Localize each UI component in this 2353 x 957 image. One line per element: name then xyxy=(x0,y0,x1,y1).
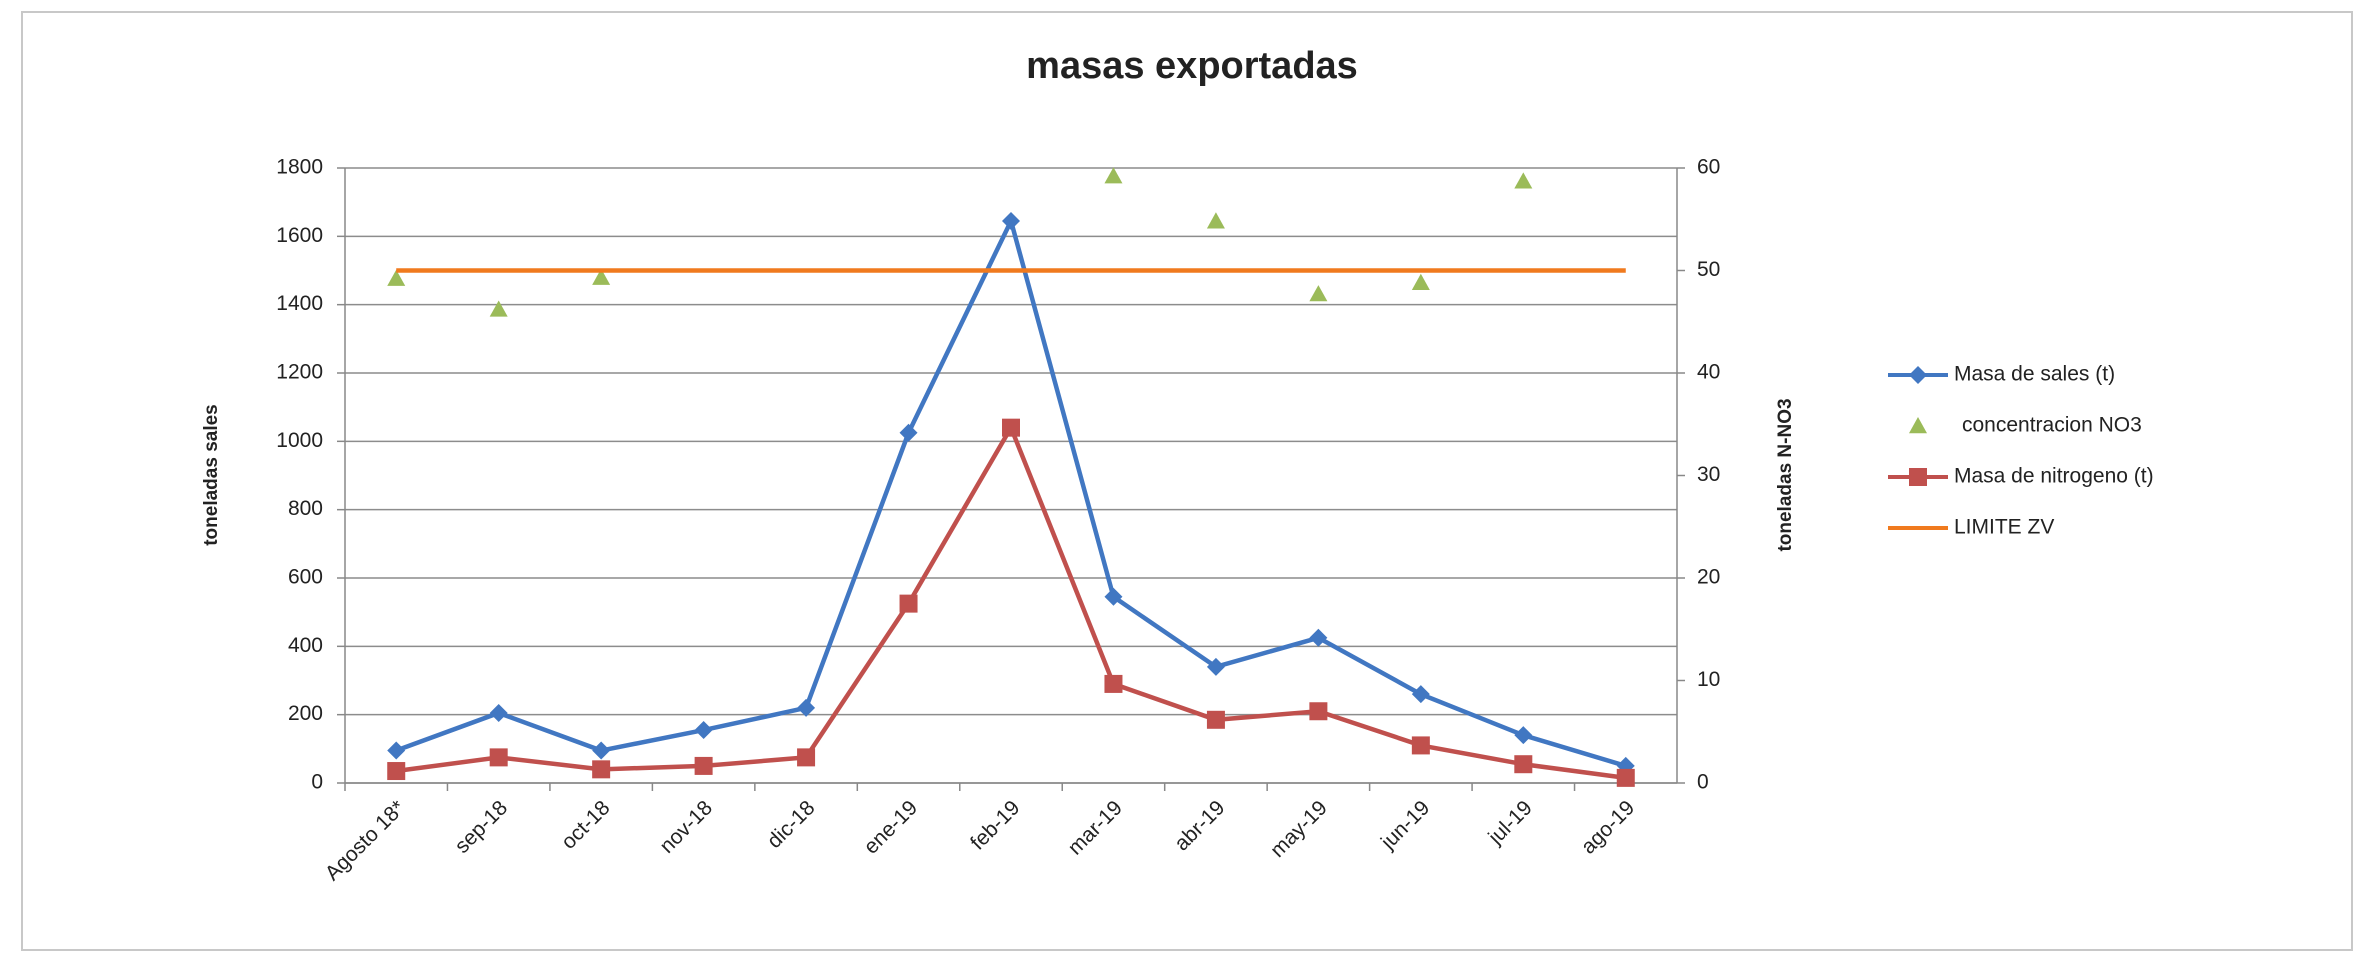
data-point xyxy=(592,741,611,760)
data-point xyxy=(1616,768,1635,787)
y-tick-label: 0 xyxy=(311,771,323,794)
data-point xyxy=(1411,736,1430,755)
legend-label: LIMITE ZV xyxy=(1954,516,2054,539)
legend-label: Masa de nitrogeno (t) xyxy=(1954,465,2154,488)
data-point xyxy=(1002,418,1020,437)
y-axis-title: toneladas sales xyxy=(201,404,222,546)
data-point xyxy=(1206,657,1225,676)
data-point xyxy=(387,762,406,781)
legend-label: Masa de sales (t) xyxy=(1954,363,2115,386)
data-point xyxy=(592,268,611,285)
y2-tick-label: 0 xyxy=(1697,771,1709,794)
y2-tick-label: 10 xyxy=(1697,668,1720,691)
data-point xyxy=(1514,726,1533,745)
legend-label: concentracion NO3 xyxy=(1962,414,2142,437)
y-tick-label: 600 xyxy=(288,566,323,589)
data-point xyxy=(1309,702,1328,721)
legend-marker xyxy=(1909,417,1927,434)
data-point xyxy=(1002,211,1020,230)
data-point xyxy=(1104,167,1123,184)
y2-axis-title: toneladas N-NO3 xyxy=(1775,398,1796,551)
y-tick-label: 1400 xyxy=(276,292,323,315)
data-point xyxy=(489,748,508,767)
data-point xyxy=(694,756,713,775)
legend-marker xyxy=(1909,468,1927,486)
y-tick-label: 1800 xyxy=(276,156,323,179)
y-tick-label: 1200 xyxy=(276,361,323,384)
data-point xyxy=(1411,685,1430,704)
y-tick-label: 1000 xyxy=(276,429,323,452)
y2-tick-label: 30 xyxy=(1697,463,1720,486)
data-point xyxy=(1514,755,1533,774)
data-point xyxy=(797,698,816,717)
data-point xyxy=(899,423,918,442)
y-tick-label: 400 xyxy=(288,634,323,657)
data-point xyxy=(489,300,508,317)
y2-tick-label: 50 xyxy=(1697,258,1720,281)
y-tick-label: 200 xyxy=(288,702,323,725)
data-point xyxy=(1206,710,1225,729)
data-point xyxy=(1104,587,1123,606)
data-point xyxy=(1309,628,1328,647)
data-point xyxy=(1309,285,1328,302)
y-tick-label: 800 xyxy=(288,497,323,520)
data-point xyxy=(1411,273,1430,290)
y-tick-label: 1600 xyxy=(276,224,323,247)
legend-marker xyxy=(1909,366,1927,384)
y2-tick-label: 20 xyxy=(1697,566,1720,589)
y2-tick-label: 60 xyxy=(1697,156,1720,179)
data-point xyxy=(387,741,406,760)
data-point xyxy=(1514,172,1533,189)
data-point xyxy=(489,703,508,722)
data-point xyxy=(592,760,611,779)
data-point xyxy=(1206,212,1225,229)
data-point xyxy=(797,748,816,767)
data-point xyxy=(387,269,406,286)
data-point xyxy=(1104,674,1123,693)
data-point xyxy=(899,594,918,613)
data-point xyxy=(694,721,713,740)
y2-tick-label: 40 xyxy=(1697,361,1720,384)
chart-title: masas exportadas xyxy=(1026,45,1358,87)
